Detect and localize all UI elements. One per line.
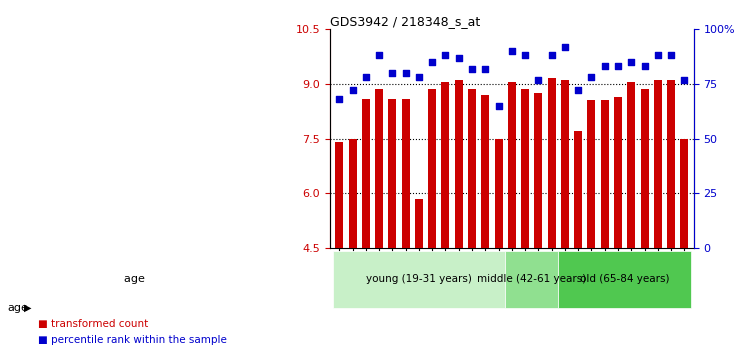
Bar [548, 79, 556, 354]
Bar [627, 82, 635, 354]
Text: ▶: ▶ [24, 303, 32, 313]
Point [479, 66, 491, 72]
Text: GDS3942 / 218348_s_at: GDS3942 / 218348_s_at [330, 15, 480, 28]
Bar [494, 139, 502, 354]
Text: middle (42-61 years): middle (42-61 years) [477, 274, 586, 284]
Point [360, 74, 372, 80]
Bar [574, 131, 582, 354]
Point [598, 64, 610, 69]
Point [440, 53, 452, 58]
Bar [468, 89, 476, 354]
Point [572, 88, 584, 93]
Bar [601, 100, 609, 354]
Bar [482, 95, 489, 354]
Bar [680, 139, 688, 354]
Bar [535, 93, 542, 354]
Bar [640, 89, 649, 354]
Text: age: age [8, 303, 28, 313]
Point [386, 70, 398, 76]
Point [333, 96, 345, 102]
Point [652, 53, 664, 58]
Bar [508, 82, 516, 354]
Point [546, 53, 558, 58]
Bar [388, 98, 396, 354]
Point [559, 44, 571, 50]
Point [638, 64, 650, 69]
Point [413, 74, 425, 80]
Bar [362, 98, 370, 354]
Point [532, 77, 544, 82]
Point [506, 48, 518, 54]
Bar [614, 97, 622, 354]
Point [678, 77, 690, 82]
Bar [402, 98, 410, 354]
Bar [335, 142, 344, 354]
Point [493, 103, 505, 109]
Bar [667, 80, 675, 354]
Bar [375, 89, 383, 354]
Point [400, 70, 412, 76]
Text: old (65-84 years): old (65-84 years) [580, 274, 670, 284]
Bar [428, 89, 436, 354]
Point [612, 64, 624, 69]
Point [466, 66, 478, 72]
FancyBboxPatch shape [506, 251, 558, 308]
Text: young (19-31 years): young (19-31 years) [366, 274, 472, 284]
Point [626, 59, 638, 65]
Bar [349, 139, 356, 354]
Point [373, 53, 385, 58]
Point [665, 53, 677, 58]
Text: ■ transformed count: ■ transformed count [38, 319, 148, 329]
Bar [654, 80, 662, 354]
Point [586, 74, 598, 80]
Bar [521, 89, 529, 354]
Point [426, 59, 438, 65]
Bar [415, 199, 423, 354]
Text: ■ percentile rank within the sample: ■ percentile rank within the sample [38, 335, 226, 345]
Bar [587, 100, 596, 354]
Bar [442, 82, 449, 354]
Bar [454, 80, 463, 354]
FancyBboxPatch shape [558, 251, 691, 308]
FancyBboxPatch shape [333, 251, 506, 308]
Point [453, 55, 465, 61]
Text: age: age [124, 274, 148, 284]
Point [346, 88, 358, 93]
Bar [561, 80, 569, 354]
Point [519, 53, 531, 58]
